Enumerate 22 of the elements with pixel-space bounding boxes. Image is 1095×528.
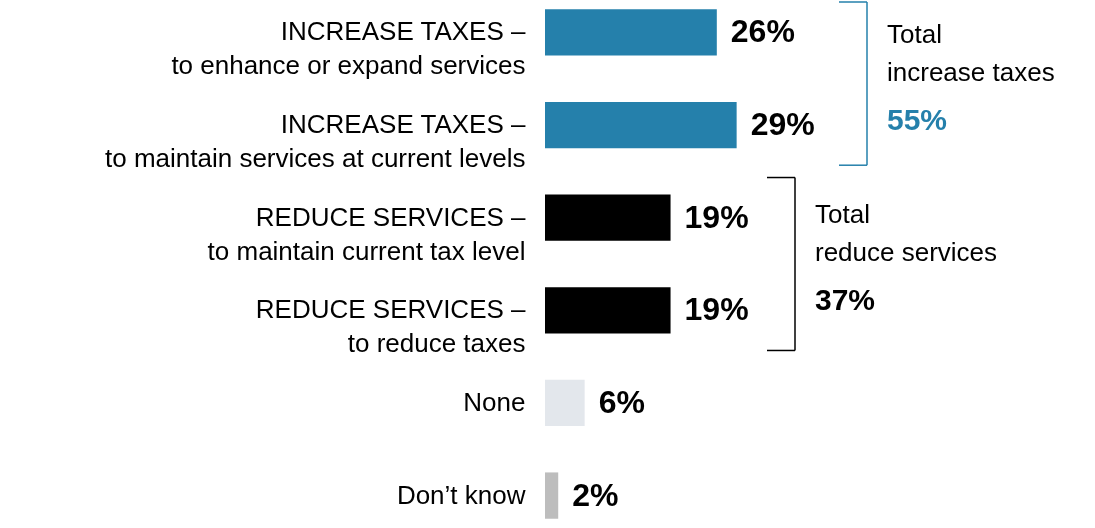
- bar: [545, 9, 717, 56]
- text: 37%: [815, 283, 876, 316]
- text: Total increase taxes: [887, 18, 1055, 87]
- data-label: 19%: [684, 198, 749, 235]
- bar: [545, 101, 737, 149]
- data-label: 19%: [684, 291, 749, 328]
- text: 55%: [887, 102, 948, 136]
- y-tick-label: REDUCE SERVICES – to reduce taxes: [255, 294, 527, 359]
- y-tick-label: INCREASE TAXES – to enhance or expand services: [171, 16, 527, 81]
- bar: [545, 287, 671, 334]
- y-tick-label: INCREASE TAXES – to maintain services at current levels: [104, 109, 527, 174]
- y-tick-label: Don’t know: [396, 479, 526, 510]
- y-tick-label: REDUCE SERVICES – to maintain current tax level: [207, 201, 527, 266]
- y-tick-label: None: [463, 386, 526, 417]
- data-label: 2%: [572, 476, 619, 513]
- bar: [545, 472, 559, 519]
- bar: [545, 194, 671, 241]
- text: Total reduce services: [815, 199, 998, 267]
- bar: [545, 379, 585, 427]
- data-label: 6%: [598, 383, 645, 420]
- data-label: 29%: [750, 106, 815, 143]
- data-label: 26%: [730, 13, 795, 50]
